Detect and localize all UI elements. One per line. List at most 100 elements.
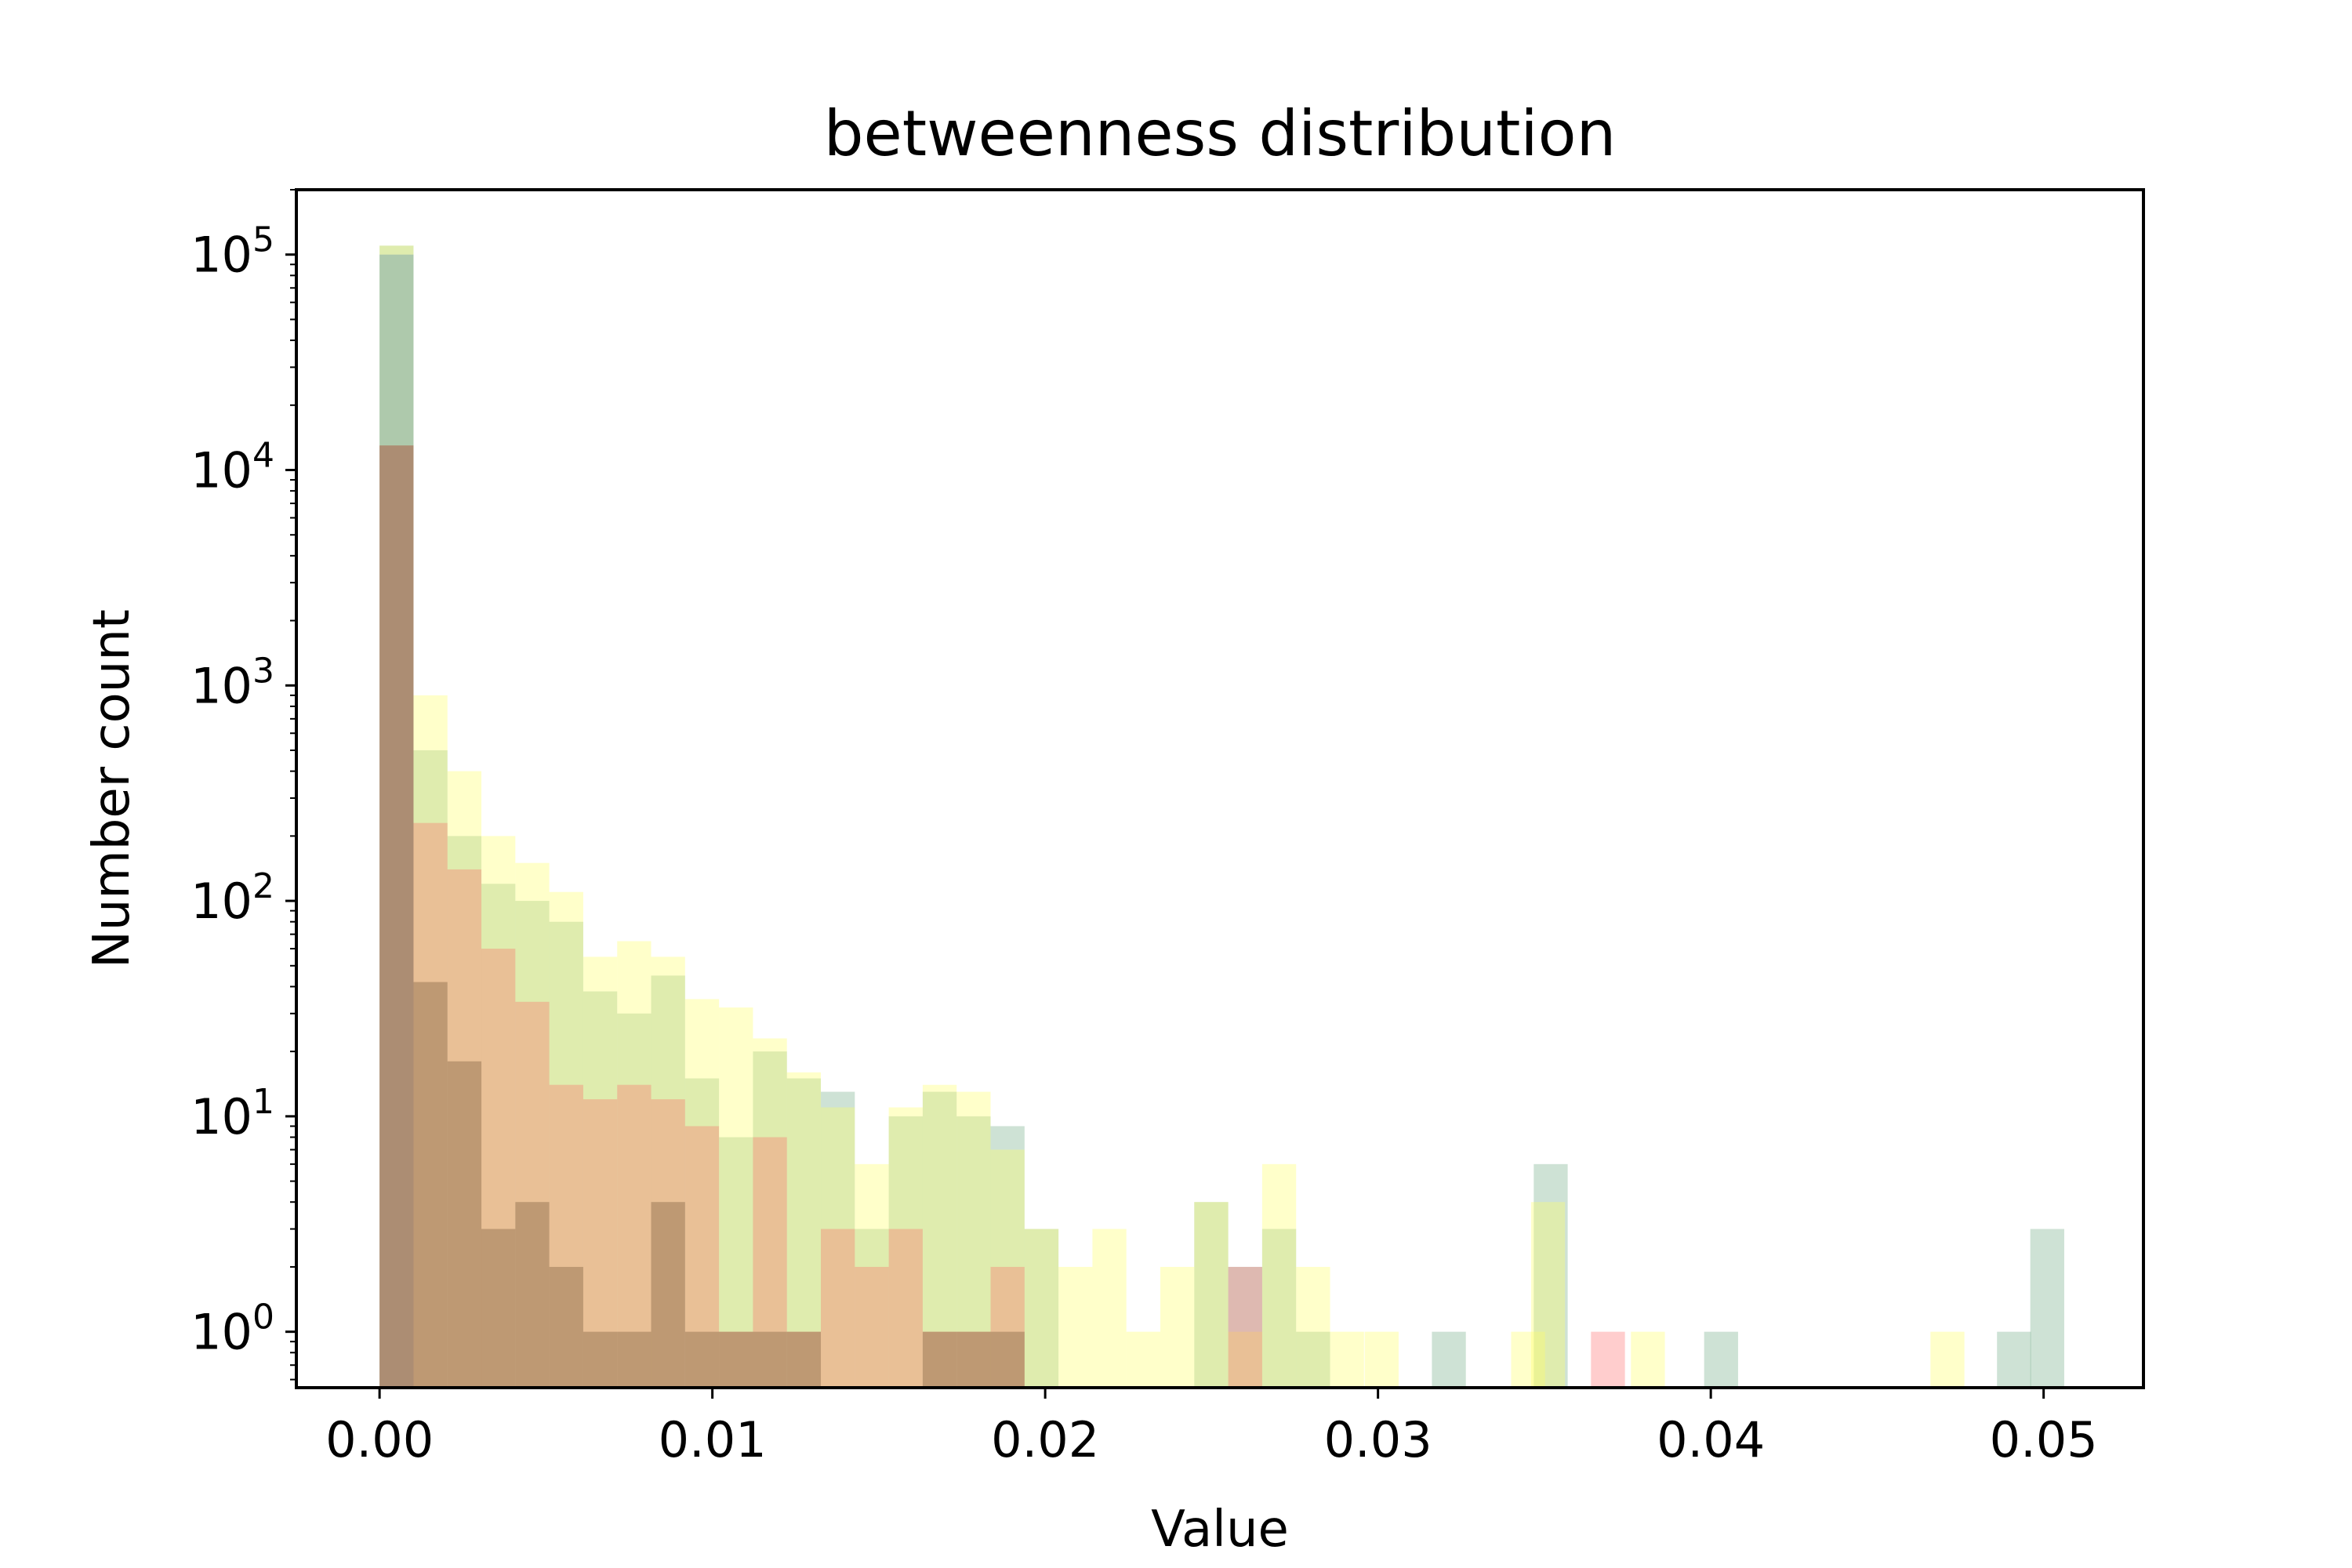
histogram-bar — [1194, 1202, 1229, 1388]
histogram-bar — [786, 1331, 822, 1388]
y-tick-label: 101 — [191, 1082, 274, 1145]
histogram-bar — [1228, 1331, 1262, 1388]
histogram-bar — [583, 1331, 618, 1388]
histogram-bar — [1194, 1202, 1229, 1388]
series-1-group — [379, 245, 1965, 1388]
histogram-bar — [956, 1331, 991, 1388]
x-tick-label: 0.00 — [325, 1411, 434, 1468]
histogram-bar — [1511, 1331, 1545, 1388]
histogram-bar — [413, 750, 448, 1388]
histogram-bar — [1704, 1331, 1738, 1388]
bars-layer — [379, 245, 2064, 1388]
histogram-bar — [855, 1266, 889, 1388]
histogram-bar — [753, 1137, 787, 1388]
x-axis-label: Value — [1151, 1501, 1289, 1559]
histogram-bar — [719, 1007, 753, 1388]
y-tick-label: 102 — [191, 866, 274, 930]
histogram-bar — [379, 445, 414, 1388]
y-tick-label: 100 — [191, 1298, 274, 1361]
plot-frame — [295, 188, 2145, 1389]
histogram-bar — [481, 836, 516, 1388]
histogram-bar — [753, 1038, 787, 1388]
histogram-bar — [1160, 1266, 1195, 1388]
histogram-bar — [888, 1116, 923, 1388]
histogram-bar — [515, 901, 550, 1388]
histogram-bar — [922, 1084, 957, 1388]
histogram-bar — [583, 1099, 618, 1388]
y-tick-label: 104 — [191, 436, 274, 499]
histogram-bar — [617, 941, 652, 1388]
y-tick-label: 103 — [191, 651, 274, 714]
histogram-bar — [651, 1099, 685, 1388]
histogram-bar — [956, 1116, 991, 1388]
histogram-bar — [956, 1331, 991, 1388]
histogram-bar — [1997, 1331, 2031, 1388]
histogram-bar — [922, 1331, 957, 1388]
x-tick-label: 0.02 — [991, 1411, 1099, 1468]
histogram-bar — [481, 1229, 516, 1388]
histogram-bar — [1024, 1229, 1059, 1388]
histogram-bar — [1228, 1266, 1262, 1388]
histogram-bar — [515, 862, 550, 1388]
histogram-bar — [786, 1331, 822, 1388]
histogram-bar — [990, 1266, 1025, 1388]
y-axis-label: Number count — [83, 609, 141, 968]
histogram-bar — [583, 956, 618, 1388]
histogram-bar — [651, 1202, 685, 1388]
histogram-bar — [617, 1084, 652, 1388]
histogram-bar — [447, 869, 482, 1388]
series-3-group — [379, 445, 1625, 1388]
histogram-bar — [821, 1091, 855, 1388]
histogram-bar — [1364, 1331, 1399, 1388]
histogram-bar — [447, 836, 482, 1388]
histogram-bar — [786, 1078, 822, 1388]
histogram-bar — [481, 949, 516, 1388]
histogram-bar — [515, 1001, 550, 1388]
histogram-bar — [1228, 1266, 1262, 1388]
histogram-bar — [684, 999, 720, 1388]
axes-layer: 0.00 0.01 0.02 0.03 0.04 0.05 100 101 102 103 104 1… — [191, 189, 2098, 1468]
histogram-bar — [1530, 1202, 1566, 1388]
histogram-bar — [481, 884, 516, 1388]
histogram-bar — [684, 1078, 720, 1388]
histogram-bar — [447, 771, 482, 1388]
histogram-bar — [1261, 1163, 1297, 1388]
histogram-bar — [719, 1331, 753, 1388]
histogram-bar — [2030, 1229, 2064, 1388]
histogram-bar — [413, 695, 448, 1388]
histogram-bar — [515, 1202, 550, 1388]
x-tick-label: 0.05 — [1990, 1411, 2098, 1468]
histogram-bar — [549, 1266, 583, 1388]
histogram-bar — [379, 254, 414, 1388]
histogram-bar — [684, 1126, 720, 1388]
histogram-bar — [922, 1331, 957, 1388]
histogram-bar — [855, 1229, 889, 1388]
histogram-bar — [447, 1061, 482, 1388]
histogram-bar — [888, 1229, 923, 1388]
histogram-bar — [821, 1229, 855, 1388]
histogram-bar — [1432, 1331, 1466, 1388]
histogram-bar — [379, 245, 414, 1388]
histogram-bar — [719, 1137, 753, 1388]
histogram-bar — [753, 1051, 787, 1388]
histogram-bar — [990, 1126, 1025, 1388]
histogram-bar — [549, 921, 583, 1388]
x-tick-label: 0.03 — [1324, 1411, 1432, 1468]
histogram-bar — [413, 982, 448, 1388]
histogram-bar — [617, 1013, 652, 1388]
histogram-bar — [855, 1163, 889, 1388]
histogram-bar — [1261, 1229, 1297, 1388]
histogram-bar — [1591, 1331, 1625, 1388]
series-0-group — [379, 245, 2064, 1388]
histogram-bar — [990, 1149, 1025, 1388]
x-tick-label: 0.04 — [1657, 1411, 1765, 1468]
x-tick-label: 0.01 — [659, 1411, 767, 1468]
histogram-bar — [1534, 1163, 1568, 1388]
histogram-bar — [821, 1107, 855, 1388]
histogram-bar — [617, 1331, 652, 1388]
histogram-bar — [1092, 1229, 1127, 1388]
histogram-bar — [583, 991, 618, 1388]
histogram-bar — [888, 1107, 923, 1388]
